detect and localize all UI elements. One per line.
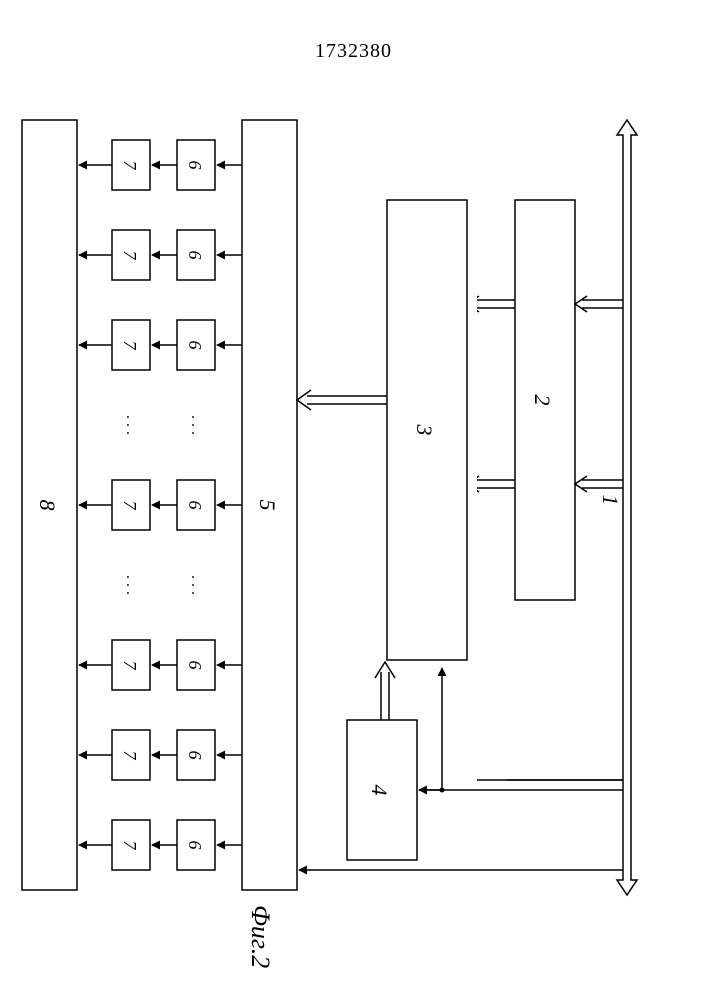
svg-text:. . .: . . . [123, 415, 140, 435]
channels: 6 7 6 7 6 [79, 140, 242, 870]
block-2-label: 2 [530, 395, 555, 406]
block-5-label: 5 [255, 500, 280, 511]
svg-text:. . .: . . . [188, 575, 205, 595]
diagram-svg: 1 2 3 [0, 0, 707, 1000]
svg-text:6: 6 [185, 251, 205, 260]
svg-text:6: 6 [185, 341, 205, 350]
bus-1-label: 1 [598, 495, 623, 506]
svg-text:7: 7 [120, 251, 140, 261]
svg-text:6: 6 [185, 751, 205, 760]
svg-text:6: 6 [185, 841, 205, 850]
svg-text:7: 7 [120, 501, 140, 511]
svg-text:7: 7 [120, 161, 140, 171]
block-8-label: 8 [35, 500, 60, 511]
figure-label: Фиг.2 [246, 905, 275, 968]
svg-text:7: 7 [120, 341, 140, 351]
svg-text:6: 6 [185, 661, 205, 670]
svg-text:7: 7 [120, 661, 140, 671]
svg-text:4: 4 [367, 785, 392, 796]
bus-1: 1 [598, 120, 637, 895]
bus-to-2-arrows [575, 296, 623, 492]
svg-text:7: 7 [120, 751, 140, 761]
svg-text:. . .: . . . [188, 415, 205, 435]
svg-text:6: 6 [185, 161, 205, 170]
svg-text:6: 6 [185, 501, 205, 510]
svg-text:7: 7 [120, 841, 140, 851]
svg-text:3: 3 [412, 424, 437, 436]
svg-text:. . .: . . . [123, 575, 140, 595]
